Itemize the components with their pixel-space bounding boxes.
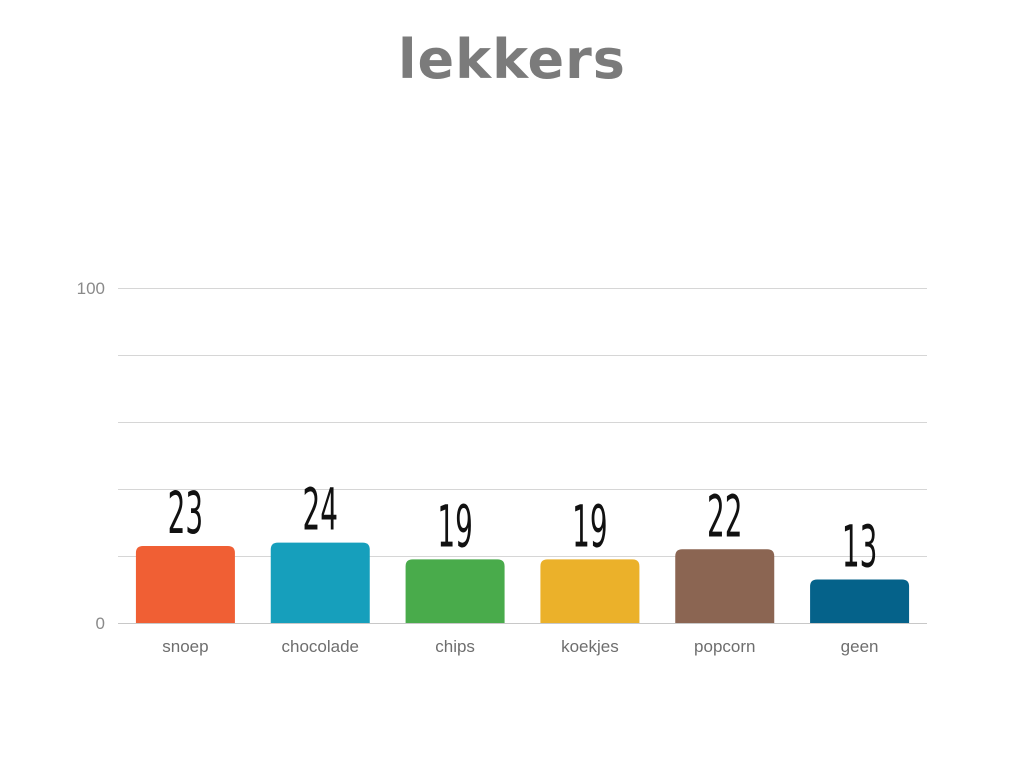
bar-chips [405,559,505,623]
x-tick-label: koekjes [561,637,619,656]
chart-title: lekkers [398,28,626,91]
bar-snoep [135,545,235,623]
y-tick-label: 0 [96,614,105,633]
x-tick-label: geen [841,637,879,656]
data-label: 19 [572,493,607,560]
x-tick-label: chocolade [281,637,359,656]
bar-popcorn [675,549,775,623]
x-tick-label: chips [435,637,475,656]
y-tick-label: 100 [77,279,105,298]
data-label: 13 [842,513,877,580]
bar-koekjes [540,559,640,623]
x-tick-label: snoep [162,637,208,656]
bar-chocolade [270,542,370,623]
data-label: 19 [437,493,472,560]
x-tick-label: popcorn [694,637,755,656]
bar-geen [810,579,910,623]
data-label: 24 [303,476,338,543]
data-label: 22 [707,483,742,550]
data-label: 23 [168,479,203,546]
